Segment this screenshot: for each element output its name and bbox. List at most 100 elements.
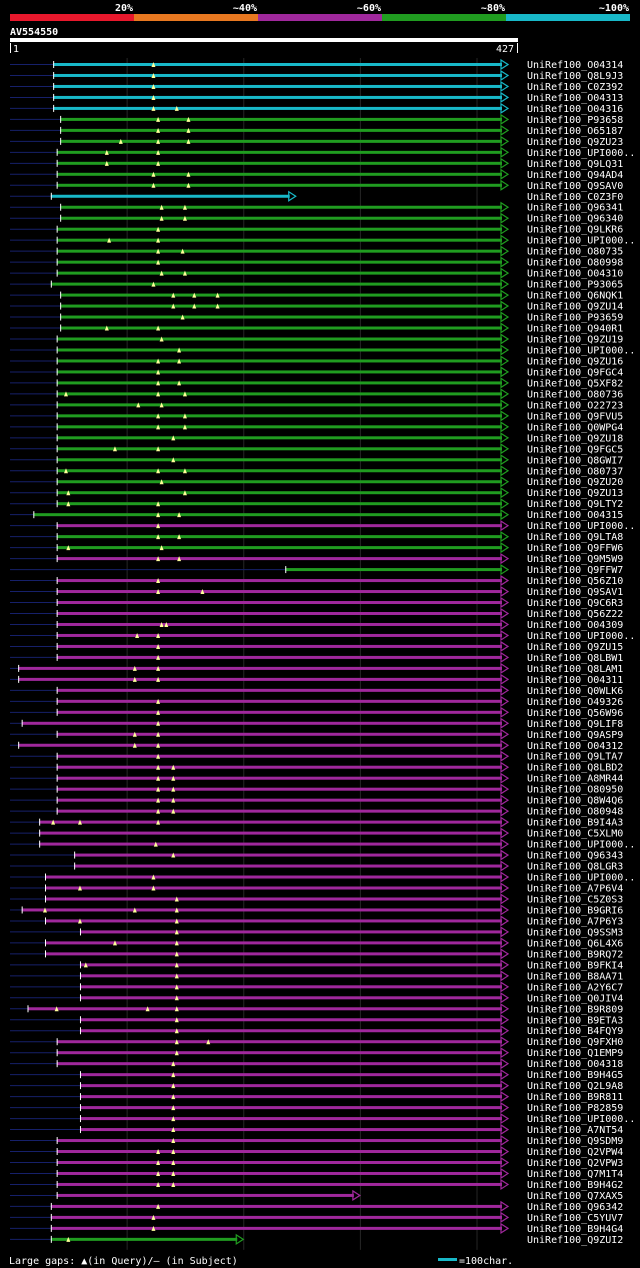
hit-label[interactable]: UniRef100_C5XLM0 [527, 829, 623, 840]
hit-label[interactable]: UniRef100_B8AA71 [527, 971, 623, 982]
hit-bar[interactable] [79, 1106, 503, 1110]
hit-label[interactable]: UniRef100_Q96341 [527, 203, 623, 214]
hit-bar[interactable] [60, 128, 503, 132]
hit-label[interactable]: UniRef100_Q0WLK6 [527, 686, 623, 697]
hit-label[interactable]: UniRef100_B9I4A3 [527, 818, 623, 829]
hit-label[interactable]: UniRef100_Q8GWI7 [527, 455, 623, 466]
hit-bar[interactable] [44, 919, 503, 923]
hit-label[interactable]: UniRef100_Q9FGC5 [527, 444, 623, 455]
hit-bar[interactable] [56, 1182, 502, 1186]
hit-label[interactable]: UniRef100_Q9ZU14 [527, 302, 623, 313]
hit-label[interactable]: UniRef100_P82859 [527, 1103, 623, 1114]
hit-label[interactable]: UniRef100_Q9SDM9 [527, 1136, 623, 1147]
hit-label[interactable]: UniRef100_Q9SAV0 [527, 181, 623, 192]
hit-label[interactable]: UniRef100_Q7XAX5 [527, 1191, 623, 1202]
hit-label[interactable]: UniRef100_Q9ZU16 [527, 356, 623, 367]
hit-label[interactable]: UniRef100_O04315 [527, 510, 623, 521]
hit-label[interactable]: UniRef100_Q8W4Q6 [527, 796, 623, 807]
hit-label[interactable]: UniRef100_B9GRI6 [527, 905, 623, 916]
hit-bar[interactable] [79, 1018, 503, 1022]
hit-bar[interactable] [56, 524, 502, 528]
hit-bar[interactable] [79, 1073, 503, 1077]
hit-bar[interactable] [79, 1029, 503, 1033]
hit-label[interactable]: UniRef100_Q56Z22 [527, 609, 623, 620]
hit-label[interactable]: UniRef100_Q96340 [527, 214, 623, 225]
hit-bar[interactable] [56, 337, 502, 341]
hit-label[interactable]: UniRef100_O04313 [527, 93, 623, 104]
hit-bar[interactable] [39, 820, 502, 824]
hit-label[interactable]: UniRef100_UPI000.. [527, 840, 635, 851]
hit-bar[interactable] [56, 655, 502, 659]
hit-bar[interactable] [56, 633, 502, 637]
hit-label[interactable]: UniRef100_O04318 [527, 1059, 623, 1070]
hit-label[interactable]: UniRef100_Q9ZU20 [527, 477, 623, 488]
hit-label[interactable]: UniRef100_Q9ZU18 [527, 433, 623, 444]
hit-label[interactable]: UniRef100_Q9LQ31 [527, 159, 623, 170]
hit-bar[interactable] [56, 458, 502, 462]
hit-bar[interactable] [56, 227, 502, 231]
hit-bar[interactable] [56, 414, 502, 418]
hit-label[interactable]: UniRef100_O04314 [527, 60, 623, 71]
hit-label[interactable]: UniRef100_Q96342 [527, 1202, 623, 1213]
hit-label[interactable]: UniRef100_B9ETA3 [527, 1015, 623, 1026]
hit-bar[interactable] [79, 963, 503, 967]
hit-label[interactable]: UniRef100_O22723 [527, 400, 623, 411]
hit-label[interactable]: UniRef100_C0Z3F0 [527, 192, 623, 203]
hit-bar[interactable] [60, 205, 503, 209]
hit-bar[interactable] [33, 513, 502, 517]
hit-label[interactable]: UniRef100_O80948 [527, 807, 623, 818]
hit-bar[interactable] [56, 787, 502, 791]
hit-bar[interactable] [60, 117, 503, 121]
hit-bar[interactable] [50, 1204, 502, 1208]
hit-bar[interactable] [56, 710, 502, 714]
hit-bar[interactable] [56, 579, 502, 583]
hit-label[interactable]: UniRef100_UPI000.. [527, 521, 635, 532]
hit-label[interactable]: UniRef100_B9H4G4 [527, 1224, 623, 1235]
hit-bar[interactable] [39, 842, 502, 846]
hit-label[interactable]: UniRef100_B9H4G2 [527, 1180, 623, 1191]
hit-label[interactable]: UniRef100_Q9LTA7 [527, 752, 623, 763]
hit-label[interactable]: UniRef100_O80950 [527, 785, 623, 796]
hit-label[interactable]: UniRef100_A8MR44 [527, 774, 623, 785]
hit-bar[interactable] [56, 612, 502, 615]
hit-label[interactable]: UniRef100_UPI000.. [527, 873, 635, 884]
hit-bar[interactable] [56, 732, 502, 736]
hit-bar[interactable] [56, 238, 502, 242]
hit-label[interactable]: UniRef100_O80735 [527, 247, 623, 258]
hit-bar[interactable] [79, 930, 503, 934]
hit-bar[interactable] [53, 84, 503, 88]
hit-bar[interactable] [50, 1237, 238, 1241]
hit-bar[interactable] [56, 447, 502, 451]
hit-bar[interactable] [74, 853, 502, 857]
hit-label[interactable]: UniRef100_P93659 [527, 313, 623, 324]
hit-label[interactable]: UniRef100_B4FQY9 [527, 1026, 623, 1037]
hit-bar[interactable] [56, 809, 502, 813]
hit-bar[interactable] [27, 1007, 503, 1011]
hit-label[interactable]: UniRef100_Q56Z10 [527, 576, 623, 587]
hit-label[interactable]: UniRef100_P93065 [527, 280, 623, 291]
hit-label[interactable]: UniRef100_Q9ZU19 [527, 335, 623, 346]
hit-bar[interactable] [56, 776, 502, 780]
hit-label[interactable]: UniRef100_Q96343 [527, 851, 623, 862]
hit-bar[interactable] [44, 875, 503, 879]
hit-bar[interactable] [56, 480, 502, 484]
hit-label[interactable]: UniRef100_Q9LTA8 [527, 532, 623, 543]
hit-label[interactable]: UniRef100_B9R809 [527, 1004, 623, 1015]
hit-bar[interactable] [56, 699, 502, 703]
hit-bar[interactable] [60, 293, 503, 297]
hit-bar[interactable] [56, 348, 502, 352]
hit-bar[interactable] [56, 765, 502, 769]
hit-label[interactable]: UniRef100_B9R811 [527, 1092, 623, 1103]
hit-bar[interactable] [56, 1062, 502, 1066]
hit-bar[interactable] [50, 194, 290, 198]
hit-bar[interactable] [79, 1095, 503, 1099]
hit-bar[interactable] [56, 469, 502, 473]
hit-label[interactable]: UniRef100_Q9FVU5 [527, 411, 623, 422]
hit-label[interactable]: UniRef100_Q9FGC4 [527, 367, 623, 378]
hit-bar[interactable] [74, 864, 502, 868]
hit-bar[interactable] [21, 908, 503, 912]
hit-label[interactable]: UniRef100_O49326 [527, 697, 623, 708]
hit-bar[interactable] [39, 831, 502, 835]
hit-bar[interactable] [56, 381, 502, 385]
hit-label[interactable]: UniRef100_C0Z392 [527, 82, 623, 93]
